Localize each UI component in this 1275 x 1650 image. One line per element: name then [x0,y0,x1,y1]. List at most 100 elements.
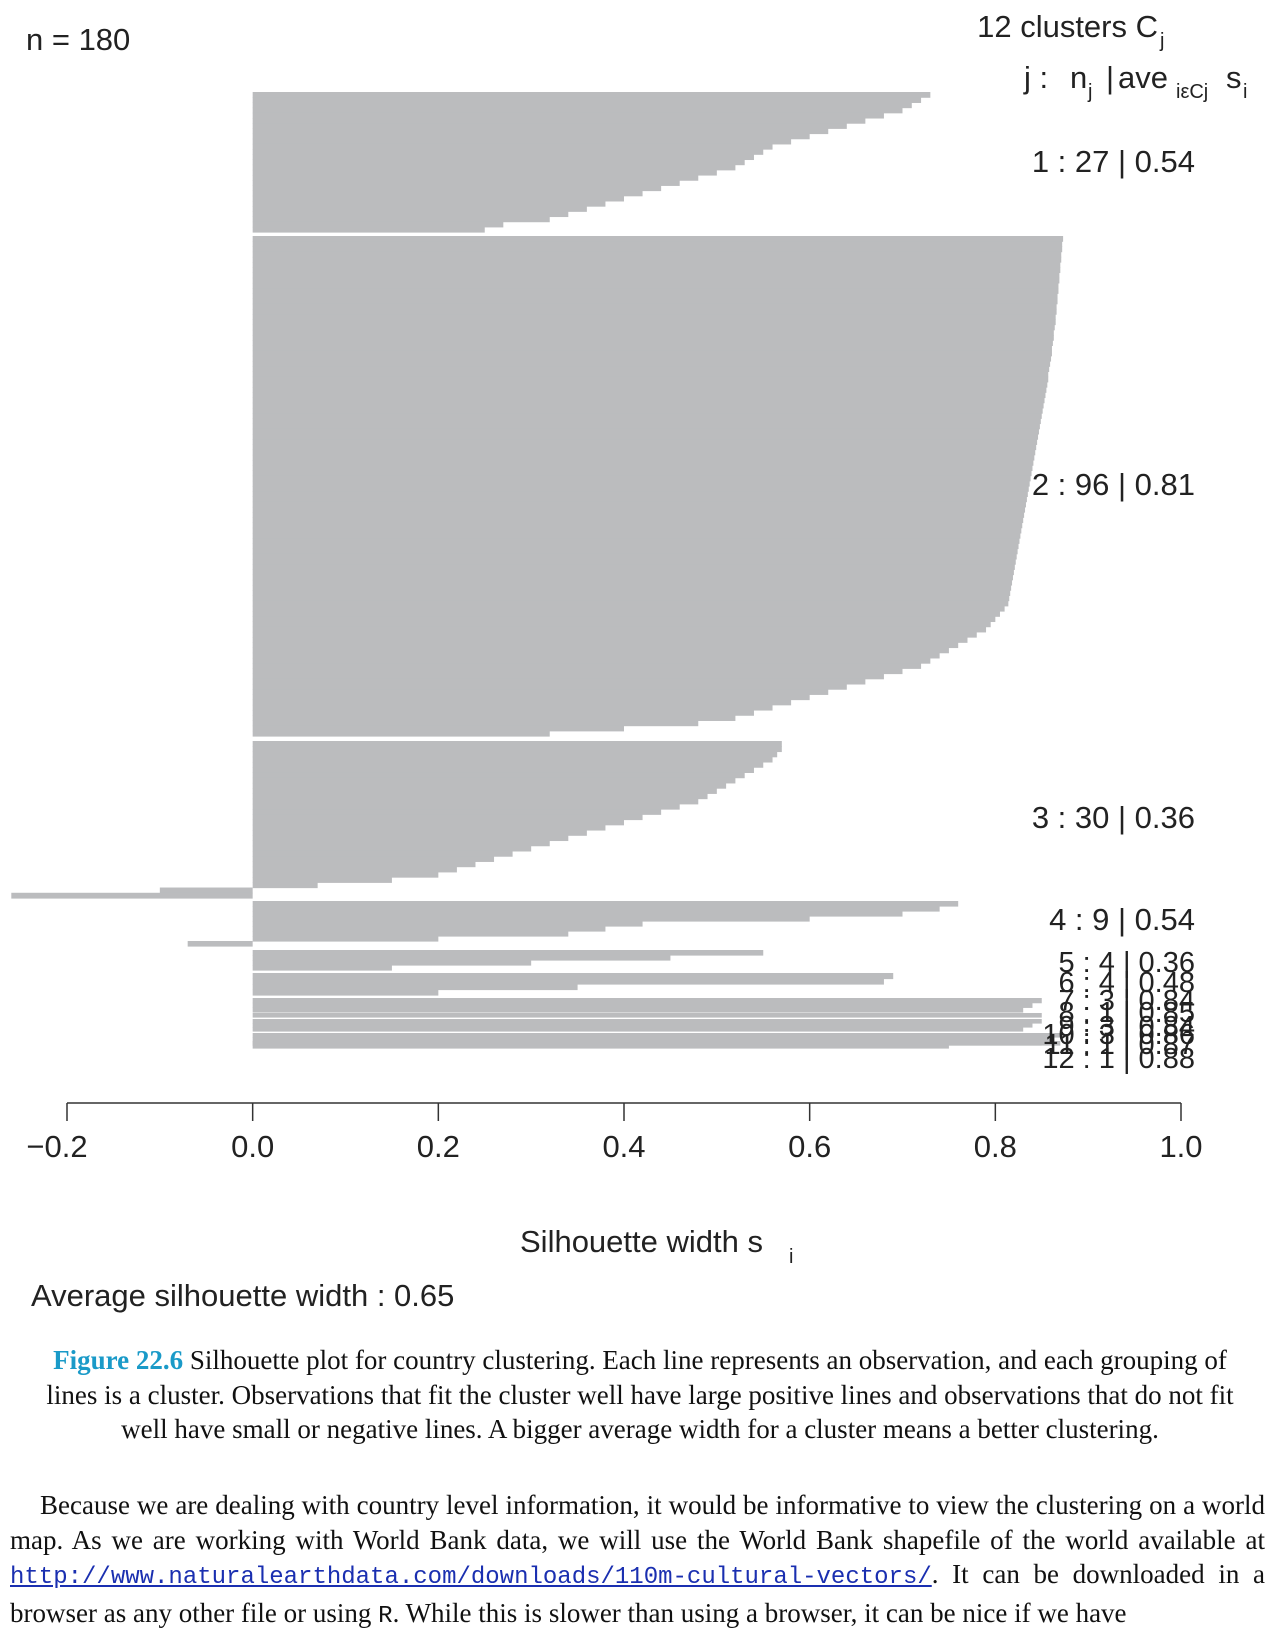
silhouette-bar [252,1041,1061,1046]
silhouette-bar [252,840,550,847]
silhouette-bar [252,809,662,815]
cluster-10-label: 10 : 3 | 0.86 [1042,1019,1195,1051]
column-header-s-sub: i [1243,81,1247,103]
silhouette-bar [252,465,1033,471]
silhouette-bar [252,293,1058,300]
body-text-after-link: . It can be downloaded in a browser as a… [10,1559,1265,1628]
silhouette-bar [252,621,991,628]
silhouette-bar [159,887,253,894]
silhouette-bar [252,501,1026,508]
silhouette-bar [252,350,1052,357]
silhouette-bar [11,892,253,899]
column-header-n: n [1070,60,1087,95]
cluster-3-bars [11,741,782,899]
silhouette-bar [252,267,1061,274]
silhouette-bar [252,392,1046,399]
silhouette-bar [252,387,1047,393]
silhouette-bar [252,631,977,638]
silhouette-bar [252,506,1026,513]
silhouette-bar [252,793,708,800]
cluster-12-label: 12 : 1 | 0.88 [1042,1043,1195,1075]
cluster-8-bars [252,1013,1042,1018]
cluster-4-bars [187,901,959,947]
silhouette-bar [252,984,578,991]
shapefile-link[interactable]: http://www.naturalearthdata.com/download… [10,1564,932,1591]
silhouette-bar [252,407,1043,414]
silhouette-bar [252,444,1037,451]
silhouette-bar [252,989,439,996]
silhouette-bar [252,673,884,680]
silhouette-bar [252,102,912,109]
silhouette-bar [252,185,662,192]
silhouette-bar [252,564,1015,570]
silhouette-bar [252,678,866,685]
silhouette-bar [252,428,1039,435]
silhouette-bar [252,574,1013,581]
x-tick-label: 0.8 [974,1129,1017,1164]
silhouette-bar [252,169,717,176]
silhouette-bar [252,720,699,727]
silhouette-bar [252,715,736,721]
silhouette-bar [252,517,1024,524]
column-header-sep: | [1106,60,1114,95]
silhouette-bar [252,345,1052,352]
silhouette-bar [252,133,810,140]
silhouette-bar [252,117,866,124]
silhouette-bar [252,334,1054,341]
silhouette-bar [252,595,1010,602]
cluster-2-label: 2 : 96 | 0.81 [1032,467,1195,502]
silhouette-bar [252,882,318,889]
silhouette-bar [252,174,699,181]
silhouette-bar [252,829,587,836]
cluster-11-label: 11 : 1 | 0.87 [1045,1029,1196,1061]
silhouette-bar [252,850,513,857]
silhouette-bar [252,272,1060,279]
silhouette-bar [252,761,764,768]
column-header: j : n j | ave iεCj s i [1023,60,1247,103]
silhouette-bar [252,751,778,758]
silhouette-bar [252,164,736,171]
silhouette-bar [252,579,1013,586]
silhouette-bar [252,522,1023,529]
silhouette-bar [252,647,949,654]
silhouette-bar [252,159,745,166]
silhouette-bar [252,107,903,114]
n-label: n = 180 [26,22,130,57]
silhouette-bar [252,418,1041,425]
silhouette-bar [252,512,1025,518]
silhouette-bar [252,1002,1033,1008]
silhouette-bar [252,689,829,695]
silhouette-bar [252,856,495,862]
silhouette-bar [252,1019,1042,1024]
silhouette-bar [252,835,569,842]
column-header-s: s [1226,60,1242,95]
silhouette-bar [252,216,550,223]
cluster-12-bars [252,1045,949,1049]
body-code-r: R [378,1602,393,1630]
silhouette-bar [252,1037,1052,1042]
silhouette-bar [252,314,1056,320]
silhouette-bar [252,616,996,623]
column-header-j: j : [1023,60,1048,95]
silhouette-bar [252,543,1019,550]
column-header-ave: ave [1118,60,1168,95]
silhouette-bar [252,767,754,773]
silhouette-bar [252,798,699,805]
silhouette-bar [252,642,959,649]
silhouette-bar [252,262,1061,268]
silhouette-bar [252,558,1016,565]
silhouette-bar [252,324,1055,331]
silhouette-bar [252,600,1009,607]
silhouette-bar [252,725,625,732]
x-tick-label: 0.2 [417,1129,460,1164]
silhouette-bar [252,190,643,197]
silhouette-bar [252,128,829,135]
x-axis-label-subscript: i [789,1246,793,1268]
silhouette-bar [252,423,1040,430]
silhouette-bar [252,195,625,202]
silhouette-bar [252,704,773,711]
silhouette-bar [252,652,940,659]
silhouette-bar [252,413,1042,419]
silhouette-bar [252,998,1042,1004]
silhouette-bar [252,480,1030,487]
